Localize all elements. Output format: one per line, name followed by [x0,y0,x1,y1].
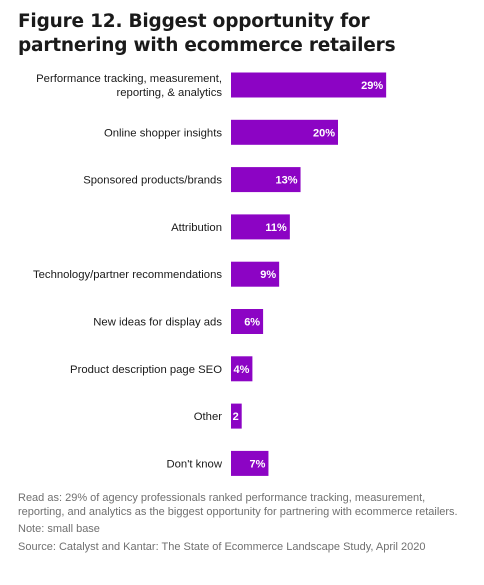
value-label-4: 9% [260,269,276,281]
value-label-8: 7% [250,458,266,470]
read-as-note: Read as: 29% of agency professionals ran… [18,492,458,518]
bar-2 [231,167,301,193]
value-label-5: 6% [244,317,260,329]
category-label-3: Attribution [171,222,222,234]
value-label-1: 20% [313,127,335,139]
category-label-2: Sponsored products/brands [83,175,222,187]
value-label-0: 29% [361,80,383,92]
bar-chart: 29%Performance tracking, measurement, rep… [33,72,387,476]
category-label-4: Technology/partner recommendations [33,269,222,281]
value-label-3: 11% [265,222,287,234]
category-label-5: New ideas for display ads [93,317,222,329]
base-note: Note: small base [18,523,100,535]
bar-5 [231,309,264,334]
bar-6 [231,356,253,382]
chart-notes: Read as: 29% of agency professionals ran… [18,492,458,558]
bar-4 [231,261,280,287]
bar-3 [231,214,290,240]
bar-1 [231,119,338,145]
category-label-0: Performance tracking, measurement, report… [36,73,222,99]
value-label-7: 2 [233,411,239,423]
chart-title-line-2: partnering with ecommerce retailers [18,35,396,56]
value-label-2: 13% [276,175,298,187]
chart-title: Figure 12. Biggest opportunity for partn… [18,10,468,58]
bar-7 [231,403,242,429]
category-label-1: Online shopper insights [104,127,222,139]
bar-0 [231,72,387,98]
category-label-6: Product description page SEO [70,364,222,376]
category-label-8: Don't know [166,458,222,470]
value-label-6: 4% [233,364,249,376]
chart-title-line-1: Figure 12. Biggest opportunity for [18,11,370,32]
source-note: Source: Catalyst and Kantar: The State o… [18,540,426,553]
category-label-7: Other [194,411,222,423]
bar-8 [231,450,269,476]
